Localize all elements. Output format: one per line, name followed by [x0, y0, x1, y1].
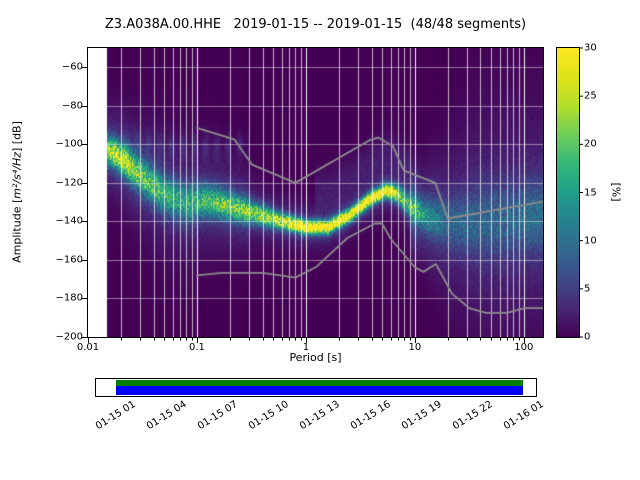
time-tick-label: 01-15 04 [144, 399, 189, 433]
availability-bar [95, 378, 537, 397]
availability-used-segments [116, 380, 523, 386]
time-tick-label: 01-15 19 [399, 399, 444, 433]
time-tick-label: 01-15 10 [246, 399, 291, 433]
y-tick-label: −120 [55, 177, 83, 189]
colorbar-tick-label: 15 [584, 187, 597, 198]
colorbar-label: [%] [609, 182, 623, 202]
y-axis-label-suffix: ] [dB] [10, 121, 24, 152]
colorbar-tick-label: 10 [584, 235, 597, 247]
x-tick-label: 100 [514, 342, 534, 353]
colorbar-tick-label: 0 [584, 331, 591, 343]
time-tick-label: 01-15 01 [93, 399, 138, 433]
colorbar [556, 47, 580, 338]
x-axis-label: Period [s] [289, 351, 342, 364]
y-tick-label: −60 [61, 61, 83, 73]
time-tick-label: 01-16 01 [501, 399, 546, 433]
colorbar-tick-label: 30 [584, 42, 597, 54]
availability-data-extent [116, 386, 523, 395]
x-tick-label: 0.01 [76, 342, 100, 353]
y-axis-label-units: m²/s⁴/Hz [10, 152, 24, 199]
y-tick-label: −100 [55, 138, 83, 150]
y-axis-label-prefix: Amplitude [ [10, 198, 24, 263]
colorbar-gradient [557, 48, 579, 337]
time-tick-label: 01-15 13 [297, 399, 342, 433]
x-tick-label: 0.1 [189, 342, 205, 353]
y-tick-label: −160 [55, 254, 83, 266]
ppsd-heatmap-canvas [88, 48, 543, 337]
y-tick-label: −140 [55, 215, 83, 227]
y-tick-label: −200 [55, 331, 83, 343]
colorbar-tick-label: 20 [584, 138, 597, 150]
y-axis-label: Amplitude [m²/s⁴/Hz] [dB] [11, 121, 24, 263]
colorbar-tick-label: 5 [584, 283, 591, 295]
y-tick-label: −180 [55, 292, 83, 304]
x-tick-label: 10 [408, 342, 422, 353]
y-tick-label: −80 [61, 100, 83, 112]
time-tick-label: 01-15 22 [450, 399, 495, 433]
time-tick-label: 01-15 16 [348, 399, 393, 433]
plot-title: Z3.A038A.00.HHE 2019-01-15 -- 2019-01-15… [104, 17, 527, 32]
x-tick-label: 1 [302, 342, 310, 353]
time-tick-label: 01-15 07 [195, 399, 240, 433]
colorbar-tick-label: 25 [584, 90, 597, 102]
plot-area [87, 47, 544, 338]
